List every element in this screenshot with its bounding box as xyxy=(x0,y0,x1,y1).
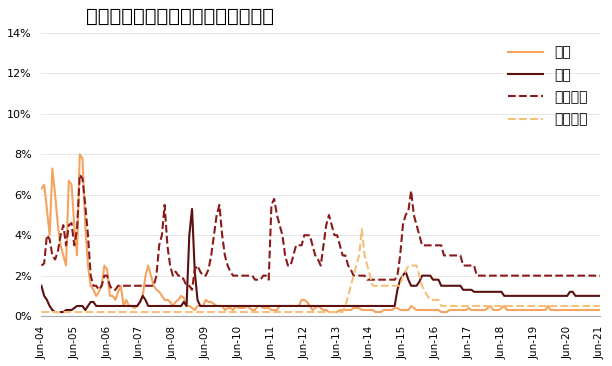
Line: 建材: 建材 xyxy=(42,209,612,312)
钢铁 xyxy=(76,152,83,157)
基础化工 xyxy=(211,233,218,238)
钢铁 xyxy=(326,310,333,314)
基础化工 xyxy=(246,273,253,278)
建筑装饰 xyxy=(38,310,45,314)
建筑装饰 xyxy=(169,310,176,314)
建筑装饰 xyxy=(241,310,248,314)
建材 xyxy=(188,207,196,211)
基础化工 xyxy=(221,253,228,258)
基础化工 xyxy=(38,264,45,268)
钢铁 xyxy=(218,304,226,308)
建材 xyxy=(221,304,228,308)
建材 xyxy=(534,294,541,298)
Line: 建筑装饰: 建筑装饰 xyxy=(42,229,612,312)
钢铁 xyxy=(216,304,223,308)
基础化工 xyxy=(534,273,541,278)
基础化工 xyxy=(174,273,182,278)
Line: 基础化工: 基础化工 xyxy=(42,175,612,290)
基础化工 xyxy=(218,233,226,238)
建材 xyxy=(38,284,45,288)
基础化工 xyxy=(76,172,83,177)
钢铁 xyxy=(172,300,179,304)
Text: 中游基建化工相关行业仓位历史变化: 中游基建化工相关行业仓位历史变化 xyxy=(86,7,274,26)
钢铁 xyxy=(207,300,215,304)
建筑装饰 xyxy=(216,310,223,314)
钢铁 xyxy=(38,187,45,191)
建材 xyxy=(51,310,59,314)
钢铁 xyxy=(243,304,250,308)
Legend: 钢铁, 建材, 基础化工, 建筑装饰: 钢铁, 建材, 基础化工, 建筑装饰 xyxy=(502,40,593,132)
钢铁 xyxy=(534,308,541,312)
Line: 钢铁: 钢铁 xyxy=(42,154,612,312)
建筑装饰 xyxy=(531,304,538,308)
建材 xyxy=(246,304,253,308)
建材 xyxy=(211,304,218,308)
建筑装饰 xyxy=(213,310,220,314)
建材 xyxy=(172,304,179,308)
建材 xyxy=(218,304,226,308)
建筑装饰 xyxy=(205,310,212,314)
建筑装饰 xyxy=(358,227,365,231)
基础化工 xyxy=(95,288,103,292)
